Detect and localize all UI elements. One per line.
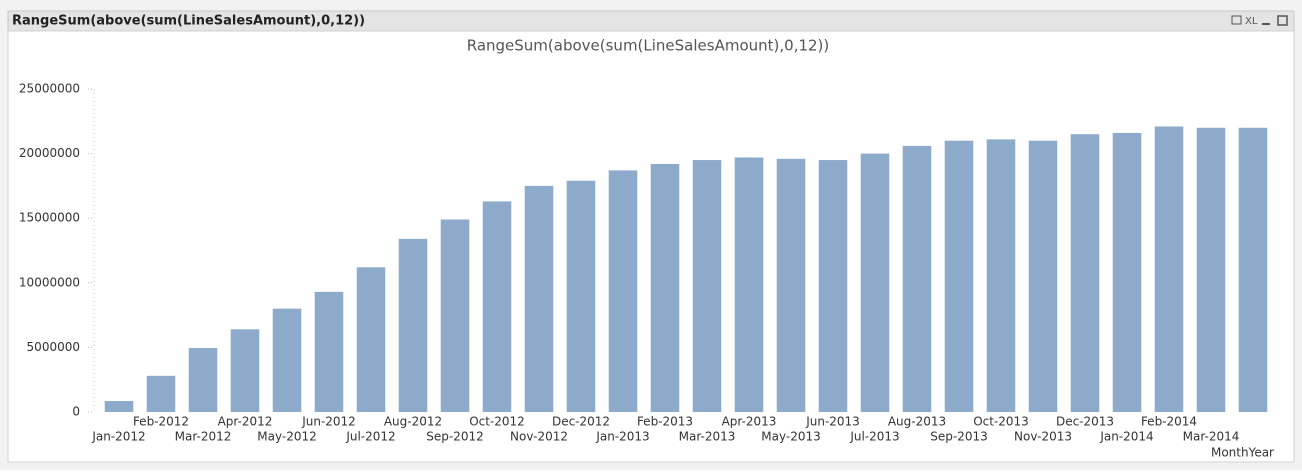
x-tick-label: Jan-2014 [1099,430,1153,444]
export-icon[interactable]: XL [1245,16,1258,27]
print-icon[interactable] [1231,15,1242,25]
bar [314,291,344,412]
bar [1154,126,1184,412]
x-tick-label: Jan-2013 [595,430,649,444]
bar [1238,127,1268,412]
bar [230,329,260,412]
bar [1070,134,1100,412]
x-tick-label: Aug-2013 [888,415,946,429]
x-axis-label: MonthYear [1211,446,1274,460]
x-tick-label: Apr-2012 [218,415,273,429]
bar [1196,127,1226,412]
bar [272,308,302,412]
bar [902,145,932,412]
y-tick-label: 15000000 [19,211,80,225]
x-tick-label: Oct-2013 [973,415,1029,429]
bar [146,375,176,412]
y-tick-label: 20000000 [19,146,80,160]
x-tick-label: May-2012 [257,430,316,444]
y-tick-label: 10000000 [19,275,80,289]
bar [608,170,638,412]
bar [356,267,386,412]
x-tick-label: Jul-2013 [849,430,899,444]
bar [440,219,470,412]
bar [398,238,428,412]
x-tick-label: May-2013 [761,430,820,444]
bar [776,158,806,412]
bar [482,201,512,412]
bar [986,139,1016,412]
x-tick-label: Nov-2012 [510,430,568,444]
bar [188,348,218,412]
x-tick-label: Feb-2013 [637,415,693,429]
x-tick-label: Sep-2012 [426,430,484,444]
x-tick-label: Mar-2014 [1183,430,1240,444]
chart-title: RangeSum(above(sum(LineSalesAmount),0,12… [467,37,830,55]
maximize-icon[interactable] [1277,15,1288,26]
bar [734,157,764,412]
bar [1112,132,1142,413]
x-tick-label: Sep-2013 [930,430,988,444]
x-tick-label: Nov-2013 [1014,430,1072,444]
x-tick-label: Jun-2012 [301,415,356,429]
x-tick-label: Apr-2013 [722,415,777,429]
x-tick-label: Feb-2014 [1141,415,1197,429]
bar [566,180,596,412]
y-tick-label: 25000000 [19,82,80,96]
x-tick-label: Mar-2013 [679,430,736,444]
y-tick-label: 5000000 [27,340,80,354]
x-tick-label: Feb-2012 [133,415,189,429]
x-tick-label: Mar-2012 [175,430,232,444]
bar [860,153,890,412]
x-tick-label: Jul-2012 [345,430,395,444]
x-tick-label: Jan-2012 [91,430,145,444]
bar [1028,140,1058,412]
x-tick-label: Oct-2012 [469,415,525,429]
bar [692,160,722,412]
x-tick-label: Dec-2013 [1056,415,1114,429]
x-tick-label: Jun-2013 [805,415,860,429]
y-tick-label: 0 [72,405,80,419]
x-tick-label: Dec-2012 [552,415,610,429]
bar [818,160,848,412]
bar [944,140,974,412]
caption: RangeSum(above(sum(LineSalesAmount),0,12… [12,14,365,29]
bar [524,185,554,412]
x-tick-label: Aug-2012 [384,415,442,429]
bar [104,401,134,412]
bar [650,163,680,412]
